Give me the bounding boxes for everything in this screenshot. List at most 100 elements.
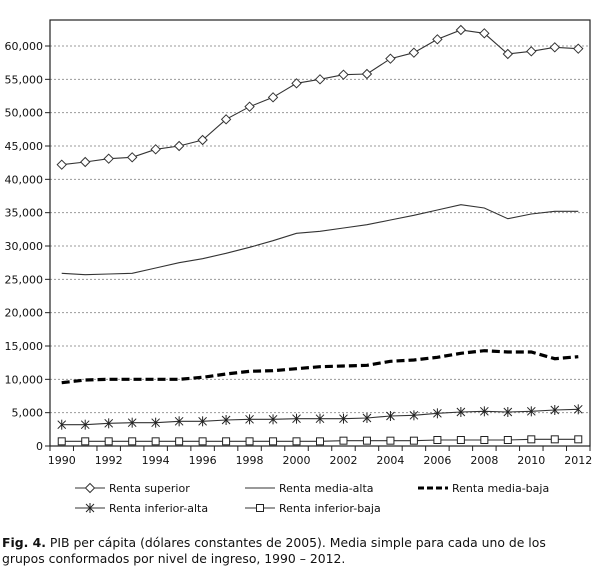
x-axis: 1990 1992 1994 1996 1998 2000 2002 2004 2006 2008… — [48, 446, 592, 467]
square-marker — [409, 436, 418, 445]
diamond-marker — [479, 28, 490, 39]
asterisk-marker — [479, 406, 489, 417]
diamond-marker — [84, 482, 96, 494]
series-group — [56, 24, 584, 446]
asterisk-marker — [221, 415, 231, 425]
diamond-marker — [197, 134, 208, 146]
square-marker — [245, 437, 254, 446]
figure-caption: Fig. 4. PIB per cápita (dólares constant… — [2, 535, 598, 567]
legend-label: Renta superior — [109, 482, 190, 495]
series-renta-superior — [56, 24, 584, 170]
asterisk-marker — [315, 413, 325, 424]
diamond-marker — [150, 144, 161, 155]
series-renta-media-baja — [61, 349, 579, 385]
diamond-marker — [361, 68, 373, 80]
asterisk-marker — [433, 408, 442, 419]
square-marker — [503, 436, 512, 444]
y-tick-label: 30,000 — [5, 240, 44, 253]
square-marker — [316, 437, 324, 446]
asterisk-marker — [503, 407, 513, 417]
square-marker — [151, 437, 160, 446]
diamond-marker — [173, 140, 185, 152]
asterisk-marker — [174, 416, 184, 427]
diamond-marker — [338, 69, 349, 80]
x-tick-label: 2006 — [423, 454, 451, 467]
asterisk-marker — [362, 413, 372, 423]
legend-label: Renta media-baja — [452, 482, 549, 495]
y-tick-label: 45,000 — [5, 140, 44, 153]
diamond-marker — [103, 153, 114, 164]
square-marker — [292, 437, 301, 446]
asterisk-marker — [409, 410, 419, 421]
square-marker — [339, 436, 348, 445]
y-tick-label: 5,000 — [12, 407, 44, 420]
legend-label: Renta inferior-baja — [279, 502, 381, 515]
square-marker — [104, 437, 113, 446]
y-tick-label: 20,000 — [5, 307, 44, 320]
asterisk-marker — [386, 411, 395, 421]
asterisk-marker — [85, 503, 95, 513]
square-marker — [128, 437, 137, 446]
diamond-marker — [56, 159, 67, 170]
diamond-marker — [385, 53, 396, 64]
square-marker — [269, 437, 278, 446]
diamond-marker — [526, 46, 537, 57]
caption-label: Fig. 4. — [2, 535, 46, 550]
asterisk-marker — [268, 414, 278, 425]
caption-line1: PIB per cápita (dólares constantes de 20… — [45, 535, 546, 550]
x-tick-label: 1998 — [236, 454, 264, 467]
asterisk-marker — [127, 417, 137, 428]
asterisk-marker — [57, 419, 67, 430]
square-marker — [574, 435, 583, 444]
y-axis: 0 5,000 10,000 15,000 20,000 25,000 30,000 35,0… — [5, 40, 50, 453]
x-tick-label: 2010 — [517, 454, 545, 467]
y-tick-label: 40,000 — [5, 173, 44, 186]
plot-frame — [49, 19, 591, 447]
y-tick-label: 10,000 — [5, 373, 44, 386]
asterisk-marker — [80, 419, 90, 430]
diamond-marker — [408, 47, 420, 58]
square-marker — [175, 437, 184, 446]
square-marker — [433, 436, 442, 444]
legend-item: Renta media-alta — [245, 482, 374, 495]
y-tick-label: 50,000 — [5, 107, 44, 120]
legend: Renta superior Renta media-alta Renta medi… — [75, 482, 549, 515]
square-marker — [198, 437, 207, 446]
square-marker — [222, 437, 231, 446]
diamond-marker — [244, 101, 255, 112]
y-tick-label: 60,000 — [5, 40, 44, 53]
square-marker — [480, 436, 489, 444]
asterisk-marker — [526, 406, 536, 417]
diamond-marker — [126, 152, 138, 163]
diamond-marker — [549, 42, 560, 53]
square-marker — [57, 437, 66, 446]
square-marker — [527, 435, 536, 444]
asterisk-marker — [550, 405, 560, 415]
diamond-marker — [314, 74, 326, 85]
asterisk-marker — [151, 417, 161, 428]
x-tick-label: 2000 — [283, 454, 311, 467]
asterisk-marker — [339, 413, 348, 424]
line-chart: 0 5,000 10,000 15,000 20,000 25,000 30,000 35,0… — [5, 19, 592, 515]
legend-item: Renta media-baja — [418, 482, 549, 495]
series-renta-inferior-baja — [57, 435, 583, 446]
legend-item: Renta superior — [75, 482, 190, 495]
diamond-marker — [455, 24, 467, 36]
asterisk-marker — [198, 416, 207, 427]
diamond-marker — [291, 78, 302, 89]
series-line — [61, 204, 579, 276]
diamond-marker — [502, 48, 514, 60]
x-tick-label: 2004 — [376, 454, 404, 467]
diamond-marker — [267, 92, 279, 103]
legend-label: Renta inferior-alta — [109, 502, 208, 515]
square-marker — [386, 436, 395, 445]
legend-item: Renta inferior-alta — [75, 502, 208, 515]
y-tick-label: 35,000 — [5, 207, 44, 220]
y-tick-label: 25,000 — [5, 273, 44, 286]
asterisk-marker — [104, 418, 114, 429]
square-marker — [362, 436, 371, 445]
x-tick-label: 1992 — [95, 454, 123, 467]
square-marker — [550, 435, 559, 444]
x-tick-label: 1996 — [189, 454, 217, 467]
x-tick-label: 1994 — [142, 454, 170, 467]
